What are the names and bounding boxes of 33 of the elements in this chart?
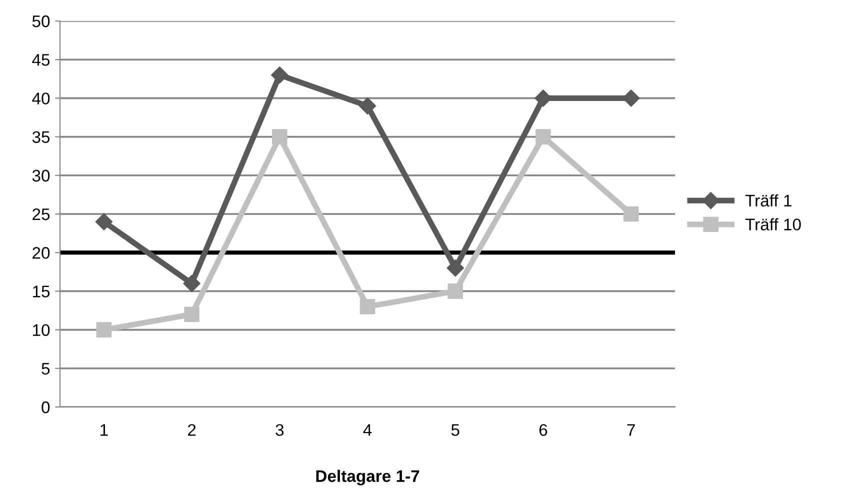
point xyxy=(184,306,200,322)
y-tick-label: 10 xyxy=(33,324,50,336)
x-axis-title: Deltagare 1-7 xyxy=(316,470,420,486)
x-tick-label: 6 xyxy=(539,424,548,436)
x-tick-label: 5 xyxy=(451,424,460,436)
y-tick-label: 20 xyxy=(32,247,50,259)
x-tick-label: 4 xyxy=(363,424,372,436)
point xyxy=(183,274,200,292)
y-tick-label: 50 xyxy=(32,15,50,28)
x-tick-label: 7 xyxy=(627,424,635,436)
point xyxy=(623,206,639,222)
y-tick-label: 30 xyxy=(32,170,50,182)
point xyxy=(95,213,112,230)
y-tick-label: 45 xyxy=(32,54,50,66)
x-tick-label: 3 xyxy=(276,424,284,436)
y-tick-label: 25 xyxy=(32,208,50,220)
y-tick-label: 0 xyxy=(42,401,50,414)
point xyxy=(272,129,288,144)
point xyxy=(446,259,464,277)
y-tick-label: 15 xyxy=(33,286,50,298)
point xyxy=(271,66,288,84)
point xyxy=(358,97,376,114)
point xyxy=(360,299,376,314)
point xyxy=(536,129,551,144)
y-tick-label: 35 xyxy=(32,131,50,144)
legend-label: Träff 1 xyxy=(745,194,792,207)
y-tick-label: 40 xyxy=(32,92,50,104)
y-tick-label: 5 xyxy=(42,362,50,375)
legend-label: Träff 10 xyxy=(745,218,801,230)
x-tick-label: 2 xyxy=(188,424,196,436)
point xyxy=(96,322,112,338)
point xyxy=(448,284,463,299)
x-tick-label: 1 xyxy=(100,424,108,436)
